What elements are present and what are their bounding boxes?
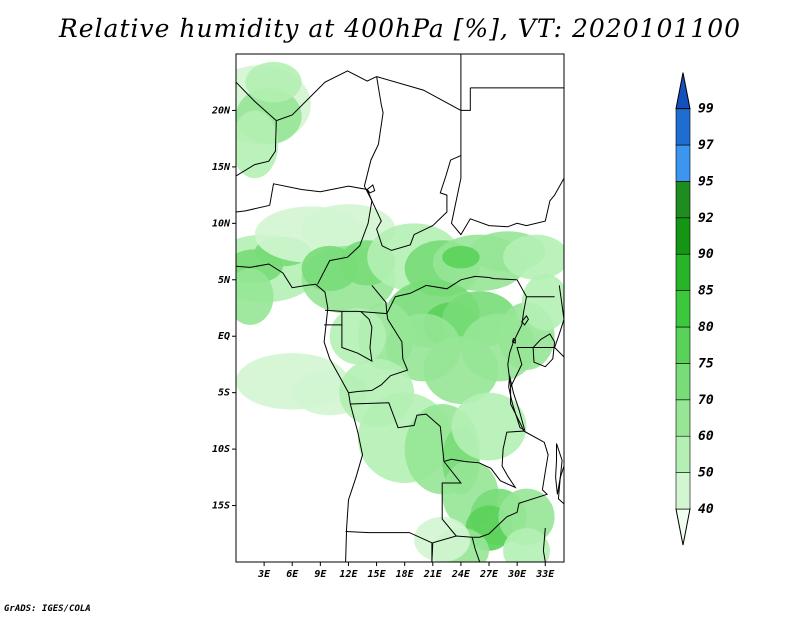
lon-tick-label: 27E (479, 569, 499, 580)
grads-credit: GrADS: IGES/COLA (4, 604, 91, 614)
humidity-contour (329, 308, 386, 365)
colorbar-label: 80 (698, 320, 714, 335)
lon-tick-label: 18E (396, 569, 415, 580)
border-line (554, 285, 564, 348)
border-line (371, 275, 555, 316)
lat-tick-label: 5N (218, 275, 231, 286)
border-line (471, 537, 481, 562)
colorbar-under-triangle (675, 508, 691, 546)
lake-outline (532, 333, 556, 368)
border-line (236, 81, 277, 121)
lat-tick-label: 15S (212, 501, 230, 512)
lon-tick-label: 12E (339, 569, 358, 580)
colorbar-segment (675, 363, 691, 401)
colorbar-segment (675, 144, 691, 182)
lon-tick-label: 3E (257, 569, 271, 580)
lat-tick-label: EQ (218, 331, 230, 342)
colorbar-label: 50 (698, 466, 714, 481)
lat-tick-label: 5S (218, 388, 230, 399)
map-title: Relative humidity at 400hPa [%], VT: 202… (58, 14, 742, 43)
border-line (363, 76, 462, 251)
border-line (350, 296, 527, 489)
colorbar-segment (675, 217, 691, 255)
humidity-contour (521, 274, 564, 331)
lon-tick-label: 6E (286, 569, 299, 580)
lon-tick-label: 21E (423, 569, 443, 580)
colorbar-label: 95 (698, 174, 714, 189)
colorbar: 40 50 60 70 75 80 85 90 92 95 97 99 (675, 72, 714, 546)
humidity-contour (423, 336, 499, 404)
border-line (276, 70, 377, 122)
border-line (557, 465, 564, 505)
border-line (431, 430, 549, 562)
colorbar-segment (675, 435, 691, 473)
humidity-contour (503, 234, 564, 280)
humidity-contour (451, 392, 527, 461)
colorbar-label: 92 (698, 211, 714, 226)
border-line (460, 87, 471, 111)
colorbar-label: 99 (698, 102, 714, 117)
colorbar-label: 85 (698, 284, 714, 299)
lon-tick-label: 24E (451, 569, 471, 580)
humidity-contour (414, 516, 471, 562)
colorbar-over-triangle (675, 72, 691, 110)
latitude-axis: 20N 15N 10N 5N EQ 5S 10S 15S (211, 105, 236, 512)
lat-tick-label: 15N (212, 162, 231, 173)
country-borders (236, 54, 564, 562)
lat-tick-label: 10S (212, 444, 230, 455)
lake-outline (366, 184, 376, 194)
lat-tick-label: 20N (211, 105, 231, 116)
border-line (450, 155, 564, 236)
border-line (236, 204, 270, 213)
lake-outline (511, 337, 516, 344)
colorbar-label: 75 (698, 356, 714, 371)
humidity-shading (236, 61, 564, 562)
lon-tick-label: 30E (507, 569, 527, 580)
lon-tick-label: 15E (368, 569, 387, 580)
border-line (324, 309, 409, 394)
colorbar-segment (675, 290, 691, 328)
border-line (345, 531, 433, 544)
colorbar-label: 70 (698, 393, 714, 408)
lon-tick-label: 33E (535, 569, 555, 580)
lake-outline (555, 443, 563, 495)
humidity-contour (236, 268, 274, 325)
humidity-contour (442, 245, 480, 269)
border-line (236, 263, 364, 562)
colorbar-segment (675, 181, 691, 219)
border-line (341, 311, 373, 363)
humidity-contour (236, 110, 279, 179)
border-line (510, 347, 555, 388)
colorbar-label: 60 (698, 429, 714, 444)
border-line (236, 120, 277, 177)
humidity-contour (498, 488, 555, 546)
humidity-contour (503, 528, 550, 562)
lon-tick-label: 9E (314, 569, 327, 580)
colorbar-segment (675, 108, 691, 146)
colorbar-label: 97 (698, 138, 714, 153)
border-line (542, 528, 546, 562)
lat-tick-label: 10N (212, 218, 231, 229)
border-line (441, 461, 462, 537)
colorbar-label: 40 (698, 502, 714, 517)
longitude-axis: 3E 6E 9E 12E 15E 18E 21E 24E 27E 30E 33E (257, 562, 555, 580)
humidity-contour (245, 61, 302, 103)
lake-outline (508, 375, 526, 431)
colorbar-segment (675, 399, 691, 437)
map-frame (235, 53, 565, 563)
colorbar-segment (675, 253, 691, 291)
lake-outline (521, 315, 529, 326)
colorbar-label: 90 (698, 247, 714, 262)
colorbar-segment (675, 472, 691, 510)
colorbar-segment (675, 326, 691, 364)
